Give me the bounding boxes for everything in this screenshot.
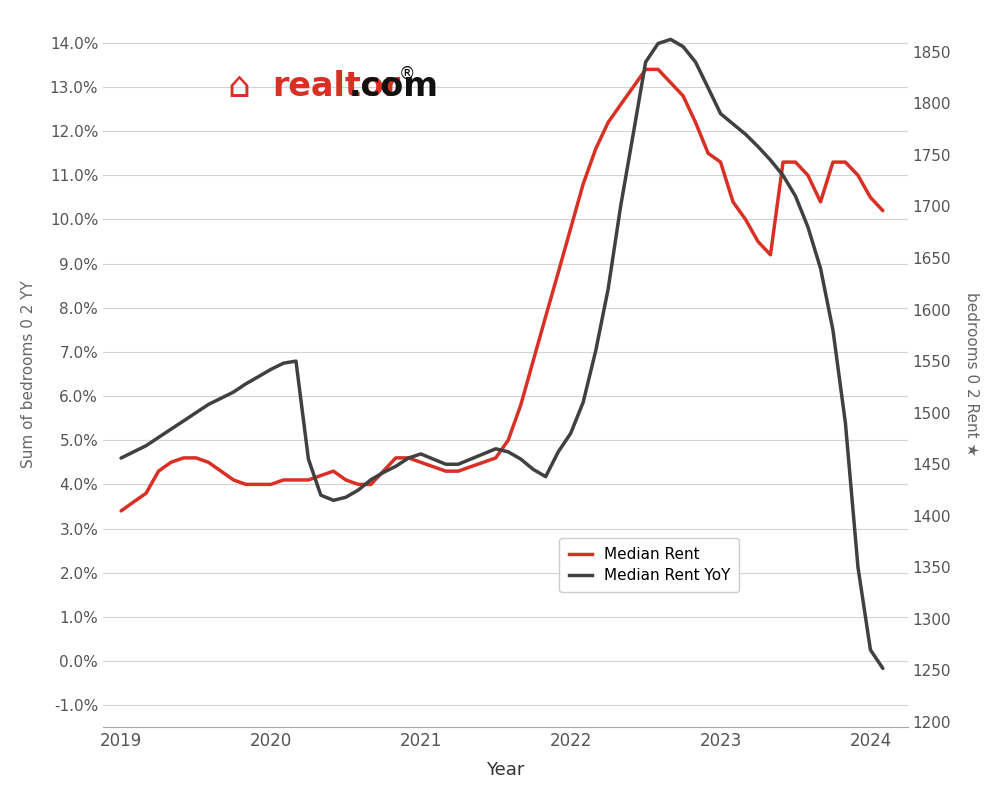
Legend: Median Rent, Median Rent YoY: Median Rent, Median Rent YoY xyxy=(559,538,739,593)
Text: ⌂: ⌂ xyxy=(228,70,251,104)
Text: .com: .com xyxy=(349,70,439,103)
X-axis label: Year: Year xyxy=(486,761,525,779)
Text: ®: ® xyxy=(398,65,415,82)
Y-axis label: bedrooms 0 2 Rent ★: bedrooms 0 2 Rent ★ xyxy=(964,292,979,456)
Y-axis label: Sum of bedrooms 0 2 YY: Sum of bedrooms 0 2 YY xyxy=(21,280,36,468)
Text: realtor: realtor xyxy=(272,70,400,103)
